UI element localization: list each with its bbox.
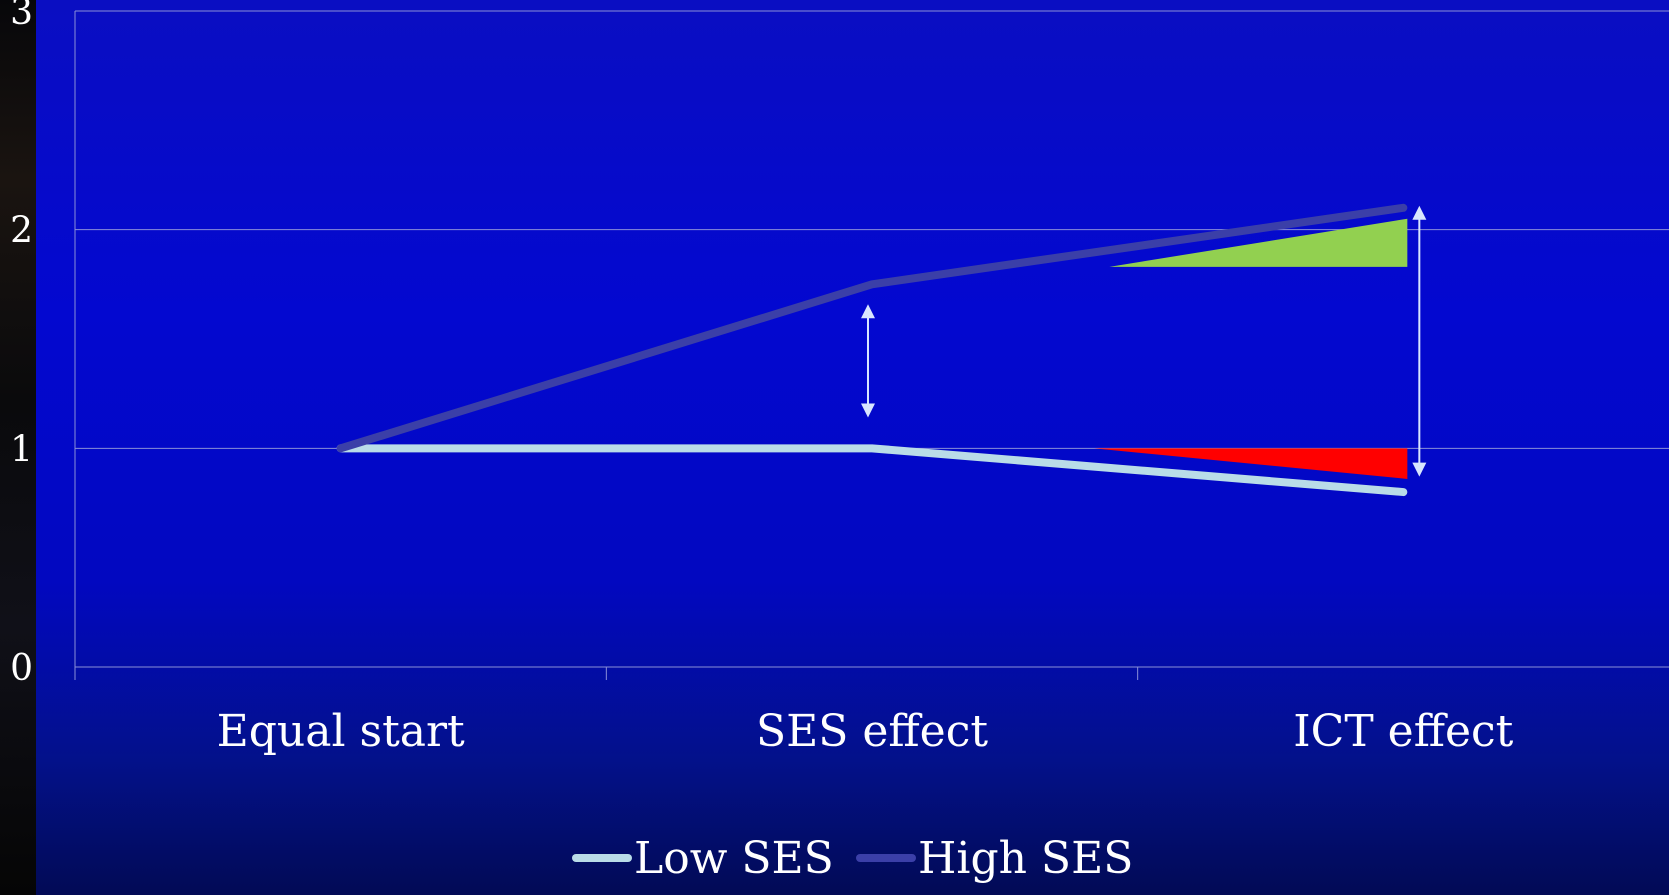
y-tick-3: 3 — [10, 0, 33, 33]
y-tick-1: 1 — [10, 429, 33, 470]
y-tick-labels: 0 1 2 3 — [10, 0, 33, 689]
gridlines — [75, 10, 1669, 668]
ict-gap-arrow — [1412, 205, 1427, 477]
legend-label-low-ses: Low SES — [634, 833, 834, 884]
x-tick-ses-effect: SES effect — [756, 706, 988, 757]
ict-gap-arrow-head-top — [1412, 205, 1427, 220]
loss-wedge — [1094, 448, 1408, 479]
left-background-strip — [0, 0, 36, 895]
gap-arrows — [861, 205, 1427, 477]
legend: Low SES High SES — [572, 833, 1133, 884]
y-tick-0: 0 — [10, 648, 33, 689]
series-line-high-ses — [336, 203, 1408, 453]
series-lines — [336, 203, 1408, 497]
series-line-low-ses — [336, 444, 1408, 497]
legend-label-high-ses: High SES — [918, 833, 1133, 884]
y-tick-2: 2 — [10, 211, 33, 252]
effect-wedges — [1094, 218, 1408, 479]
ses-gap-arrow — [861, 304, 875, 418]
axes — [74, 11, 1139, 680]
x-tick-equal-start: Equal start — [217, 706, 465, 757]
x-tick-labels: Equal start SES effect ICT effect — [217, 706, 1514, 757]
ses-gap-arrow-head-top — [861, 304, 875, 319]
x-tick-ict-effect: ICT effect — [1293, 706, 1513, 757]
ict-gap-arrow-head-bottom — [1412, 462, 1427, 477]
gain-wedge — [1109, 218, 1408, 267]
ses-gap-arrow-head-bottom — [861, 403, 875, 418]
